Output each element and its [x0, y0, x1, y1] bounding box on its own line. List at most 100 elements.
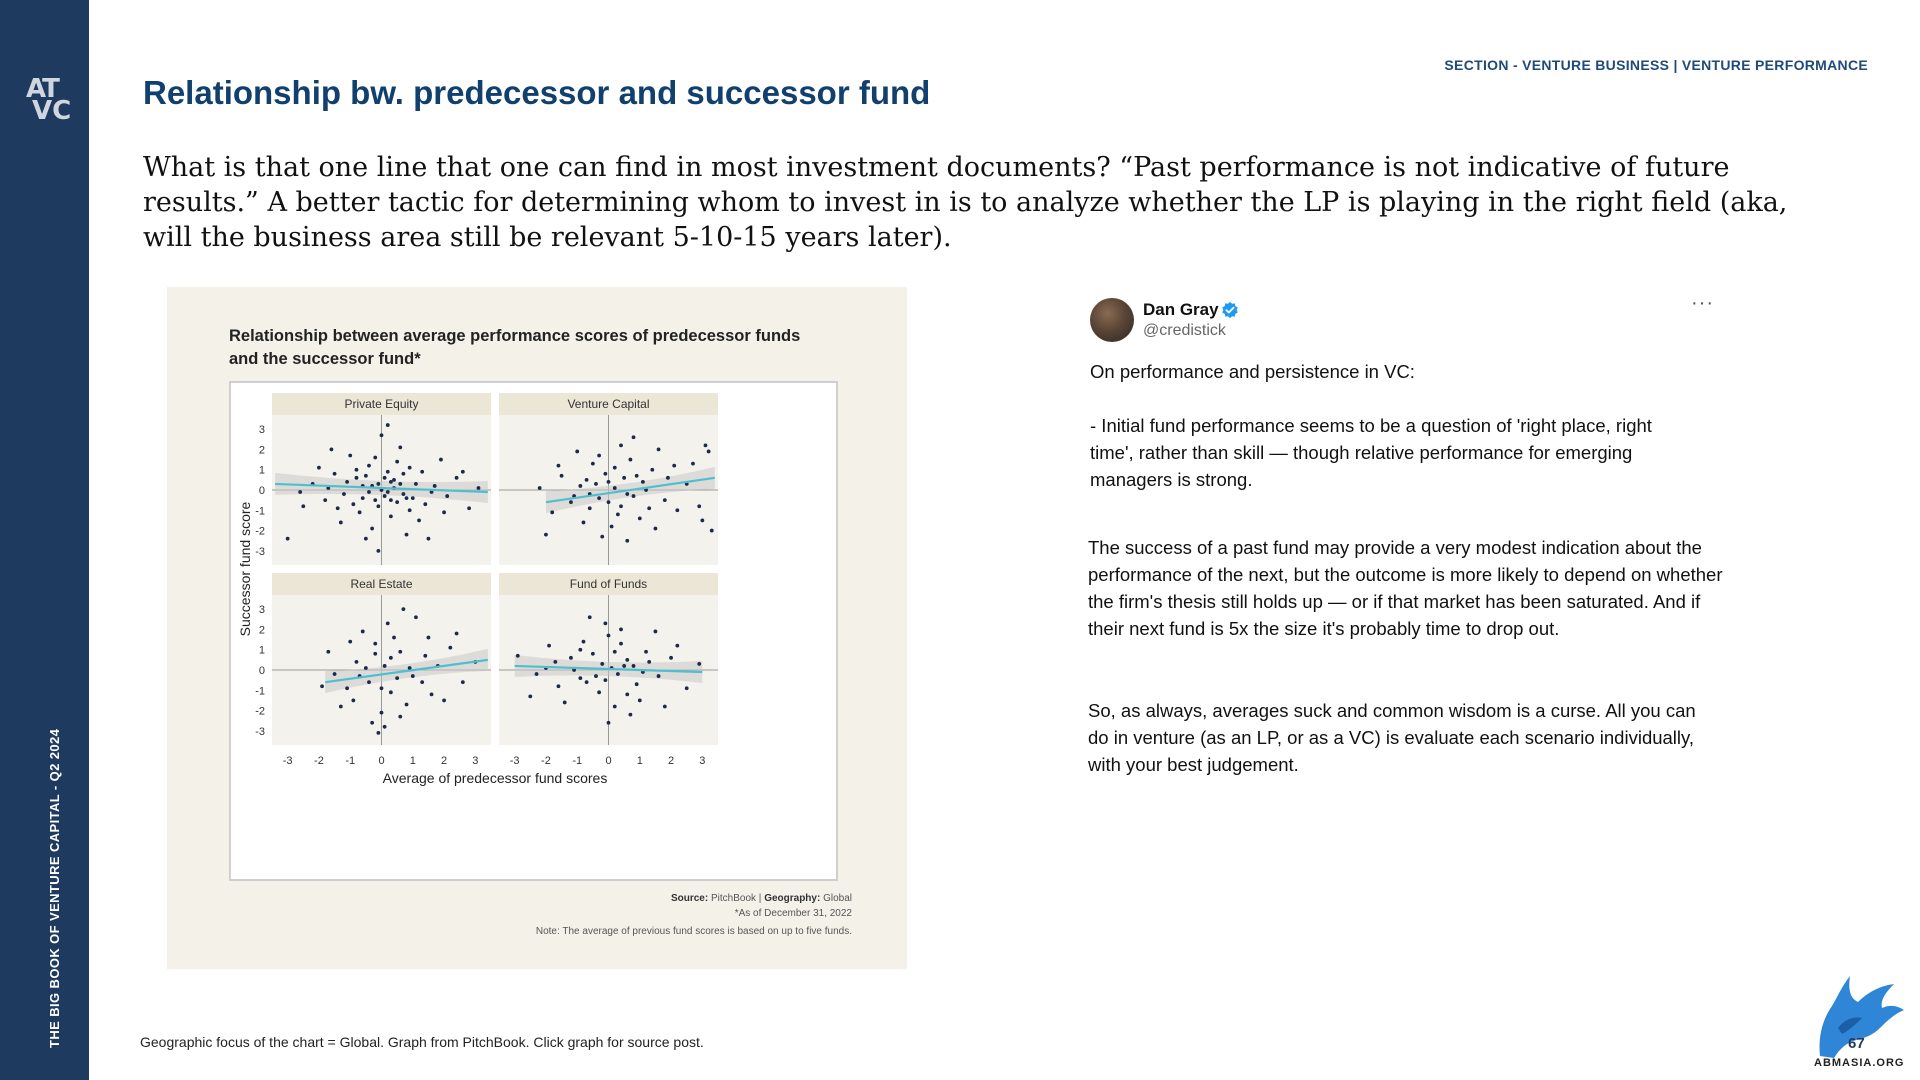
- data-point: [439, 457, 443, 462]
- data-point: [388, 514, 393, 519]
- data-point: [703, 443, 708, 448]
- chart-title: Relationship between average performance…: [229, 327, 801, 368]
- data-point: [338, 520, 343, 525]
- data-point: [298, 490, 303, 494]
- data-point: [528, 694, 533, 699]
- section-label: SECTION - VENTURE BUSINESS | VENTURE PER…: [1444, 57, 1868, 73]
- data-point: [320, 684, 324, 689]
- data-point: [656, 674, 661, 678]
- data-point: [594, 482, 598, 486]
- data-point: [628, 457, 633, 462]
- tweet-paragraph-4: So, as always, averages suck and common …: [1088, 700, 1696, 775]
- data-point: [370, 720, 375, 725]
- data-point: [559, 473, 564, 478]
- chart-note: Note: The average of previous fund score…: [535, 926, 852, 937]
- data-point: [357, 510, 362, 515]
- trend-line: [325, 658, 489, 684]
- data-point: [417, 518, 421, 523]
- tweet-author[interactable]: Dan Gray: [1143, 300, 1219, 319]
- data-point: [653, 629, 658, 634]
- data-point: [388, 479, 393, 484]
- y-tick-label: 1: [259, 465, 265, 477]
- data-point: [401, 607, 406, 612]
- data-point: [622, 664, 627, 668]
- data-point: [684, 686, 689, 691]
- book-title-vertical: THE BIG BOOK OF VENTURE CAPITAL - Q2 202…: [47, 728, 62, 1048]
- panel-strip: [499, 393, 718, 415]
- data-point: [467, 506, 471, 511]
- data-point: [323, 498, 328, 503]
- x-tick-label: -1: [345, 755, 355, 767]
- data-point: [597, 690, 602, 695]
- data-point: [363, 536, 368, 541]
- data-point: [354, 659, 359, 664]
- data-point: [631, 664, 636, 668]
- panel-title: Fund of Funds: [570, 577, 647, 591]
- data-point: [590, 461, 595, 466]
- chart-card[interactable]: Relationship between average performance…: [167, 287, 907, 969]
- data-point: [647, 659, 652, 664]
- data-point: [329, 447, 334, 452]
- footnote[interactable]: Geographic focus of the chart = Global. …: [140, 1034, 704, 1050]
- data-point: [404, 532, 409, 537]
- data-point: [662, 704, 667, 709]
- data-point: [697, 662, 702, 666]
- data-point: [348, 453, 353, 458]
- data-point: [376, 730, 381, 735]
- data-point: [360, 496, 365, 501]
- data-point: [644, 649, 648, 654]
- tweet-handle[interactable]: @credistick: [1143, 322, 1226, 339]
- data-point: [338, 704, 343, 709]
- y-tick-label: 3: [259, 424, 265, 436]
- trend-line: [275, 482, 488, 494]
- data-point: [363, 666, 368, 670]
- data-point: [445, 494, 450, 498]
- data-point: [401, 492, 406, 496]
- data-point: [407, 666, 412, 670]
- data-point: [572, 668, 576, 672]
- data-point: [600, 534, 605, 539]
- tweet-paragraph-2: - Initial fund performance seems to be a…: [1090, 415, 1652, 490]
- data-point: [410, 496, 415, 501]
- data-point: [385, 621, 390, 626]
- data-point: [448, 645, 453, 650]
- data-point: [432, 484, 437, 488]
- data-point: [379, 710, 384, 715]
- x-tick-label: -3: [283, 755, 293, 767]
- data-point: [637, 516, 642, 521]
- data-point: [332, 471, 337, 476]
- data-point: [647, 506, 652, 511]
- x-tick-label: 1: [637, 755, 643, 767]
- data-point: [625, 538, 630, 543]
- data-point: [581, 639, 586, 644]
- data-point: [634, 473, 639, 478]
- data-point: [376, 504, 381, 509]
- data-point: [606, 479, 611, 484]
- data-point: [615, 672, 620, 676]
- data-point: [460, 680, 465, 685]
- data-point: [625, 657, 630, 662]
- x-tick-label: 1: [410, 755, 416, 767]
- data-point: [410, 674, 415, 678]
- page-number: 67: [1848, 1035, 1865, 1052]
- data-point: [672, 463, 677, 468]
- panel-title: Private Equity: [344, 397, 418, 411]
- data-point: [407, 508, 412, 513]
- x-tick-label: 0: [378, 755, 384, 767]
- data-point: [379, 686, 384, 691]
- data-point: [553, 659, 558, 664]
- data-point: [379, 433, 384, 438]
- y-tick-label: -2: [255, 706, 265, 718]
- data-point: [392, 635, 396, 640]
- data-point: [398, 649, 403, 654]
- avatar[interactable]: [1090, 298, 1134, 342]
- data-point: [385, 469, 390, 474]
- data-point: [376, 482, 381, 486]
- more-options-icon[interactable]: ···: [1691, 292, 1714, 314]
- data-point: [332, 672, 337, 676]
- data-point: [385, 423, 390, 427]
- data-point: [606, 633, 611, 638]
- panel-strip: [499, 573, 718, 595]
- data-point: [619, 443, 623, 448]
- y-tick-label: 2: [259, 624, 265, 636]
